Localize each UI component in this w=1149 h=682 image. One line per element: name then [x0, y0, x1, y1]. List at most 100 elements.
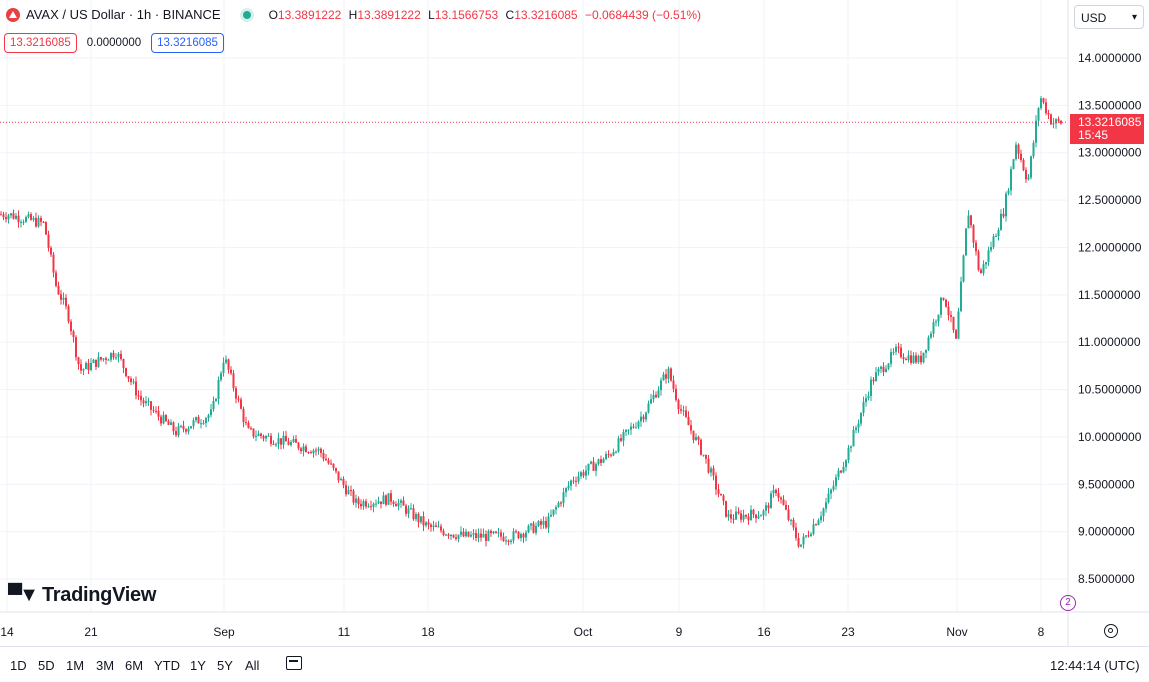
candle [75, 337, 77, 358]
range-6m-button[interactable]: 6M [125, 658, 144, 673]
sell-price-button[interactable]: 13.3216085 [4, 33, 77, 53]
currency-select[interactable]: USD ▾ [1074, 5, 1144, 29]
candle [460, 531, 462, 535]
range-5y-button[interactable]: 5Y [217, 658, 233, 673]
candle [197, 417, 200, 424]
candle [240, 399, 242, 409]
candle [1037, 108, 1040, 121]
price-tick-label: 12.5000000 [1078, 193, 1142, 207]
gear-icon[interactable] [1104, 624, 1118, 638]
candle [420, 516, 422, 523]
time-axis[interactable]: 14 21 Sep 11 18 Oct 9 16 23 Nov 8 [0, 625, 1044, 639]
candle [270, 435, 272, 444]
candle [510, 540, 512, 543]
candle [765, 505, 767, 511]
candle [867, 395, 870, 399]
candle [995, 236, 997, 238]
candle [785, 504, 787, 510]
candle [70, 321, 72, 332]
candle [105, 358, 107, 360]
candle [802, 536, 805, 545]
candle [280, 438, 282, 445]
tradingview-logo[interactable]: ▀▼ TradingView [8, 584, 156, 607]
candle [180, 425, 182, 427]
candle [15, 215, 17, 219]
candle [900, 347, 902, 358]
candle [282, 435, 285, 445]
candle [710, 468, 712, 473]
candle [722, 495, 725, 501]
candle [582, 472, 585, 476]
calendar-icon[interactable] [286, 656, 302, 670]
candle [342, 478, 345, 486]
candle [830, 489, 832, 494]
range-1m-button[interactable]: 1M [66, 658, 85, 673]
candle [1040, 98, 1042, 109]
time-tick-label: 21 [84, 625, 98, 639]
range-3m-button[interactable]: 3M [96, 658, 115, 673]
candle [982, 264, 985, 274]
candle [397, 502, 400, 507]
candle [45, 221, 47, 235]
candle [350, 490, 352, 492]
candle [207, 415, 210, 419]
candle [410, 508, 412, 510]
candle [242, 408, 245, 423]
range-1d-button[interactable]: 1D [10, 658, 27, 673]
time-tick-label: Nov [946, 625, 967, 639]
candle [930, 333, 932, 338]
candle [155, 410, 157, 412]
candle [125, 368, 127, 377]
candle [192, 420, 195, 427]
candle [1030, 156, 1032, 178]
candle [395, 503, 397, 507]
candle [407, 508, 410, 514]
price-tick-label: 13.0000000 [1078, 146, 1142, 160]
candle [755, 514, 757, 519]
candle [55, 272, 57, 286]
candle [557, 502, 560, 508]
candle [140, 396, 142, 401]
candle [277, 438, 280, 445]
candle [1015, 144, 1017, 160]
price-chart[interactable]: 14.0000000 13.5000000 13.0000000 12.5000000… [0, 0, 1149, 646]
candle [762, 510, 765, 516]
candle [577, 476, 580, 482]
candle [990, 247, 992, 251]
range-1y-button[interactable]: 1Y [190, 658, 206, 673]
candle [332, 463, 335, 469]
candle [10, 213, 12, 216]
candle [772, 489, 775, 494]
candle [807, 535, 810, 537]
candle [92, 359, 95, 363]
price-tick-label: 9.0000000 [1078, 525, 1135, 539]
price-tick-label: 8.5000000 [1078, 572, 1135, 586]
range-all-button[interactable]: All [245, 658, 260, 673]
candle [670, 368, 672, 381]
range-ytd-button[interactable]: YTD [154, 658, 180, 673]
candle [257, 433, 260, 437]
candle [545, 520, 547, 528]
candle [717, 489, 720, 494]
candle [1047, 113, 1050, 115]
candle [12, 213, 15, 219]
candle [425, 522, 427, 526]
candle [300, 448, 302, 452]
candle [732, 518, 735, 520]
events-bubble-icon[interactable]: 2 [1060, 595, 1076, 611]
symbol-title[interactable]: AVAX / US Dollar · 1h · BINANCE [26, 7, 221, 22]
candle [622, 431, 625, 441]
buy-price-button[interactable]: 13.3216085 [151, 33, 224, 53]
range-5d-button[interactable]: 5D [38, 658, 55, 673]
candle [35, 217, 37, 227]
candle [565, 488, 567, 493]
candle [1007, 190, 1010, 194]
candle [607, 454, 610, 456]
price-axis[interactable]: 14.0000000 13.5000000 13.0000000 12.5000000… [0, 0, 1149, 646]
candle [677, 399, 680, 410]
candle [427, 522, 430, 525]
utc-clock[interactable]: 12:44:14 (UTC) [1050, 658, 1140, 673]
trade-inputs: 13.3216085 0.0000000 13.3216085 [4, 33, 224, 53]
candle [1052, 123, 1055, 125]
candle [822, 508, 825, 517]
